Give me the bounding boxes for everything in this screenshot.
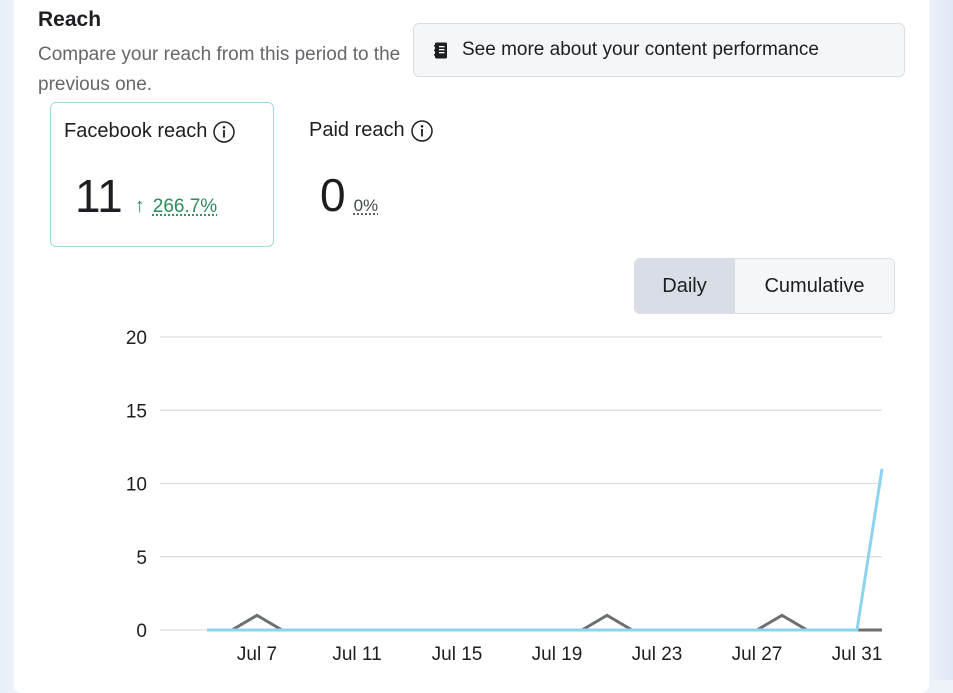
paid-reach-title: Paid reach	[309, 119, 405, 141]
reach-card	[14, 0, 929, 693]
facebook-reach-card[interactable]: Facebook reach 11 ↑ 266.7%	[50, 102, 274, 247]
window-right-edge	[929, 0, 953, 680]
facebook-reach-title: Facebook reach	[64, 120, 208, 142]
notebook-icon	[433, 41, 449, 59]
paid-reach-change[interactable]: 0%	[353, 196, 379, 215]
y-tick-label: 15	[126, 401, 147, 422]
y-tick-label: 0	[136, 621, 147, 642]
x-tick-label: Jul 23	[632, 644, 683, 665]
daily-toggle-button[interactable]: Daily	[635, 259, 735, 313]
facebook-reach-value: 11	[75, 170, 123, 222]
view-toggle: Daily Cumulative	[634, 258, 895, 314]
content-performance-button[interactable]: See more about your content performance	[413, 23, 905, 77]
current-period-series-line	[207, 468, 884, 632]
y-tick-label: 20	[126, 328, 147, 349]
y-tick-label: 10	[126, 475, 147, 496]
x-tick-label: Jul 11	[332, 644, 381, 665]
info-icon[interactable]	[213, 120, 236, 143]
info-icon[interactable]	[410, 119, 433, 142]
facebook-reach-change[interactable]: 266.7%	[152, 196, 218, 217]
content-performance-label: See more about your content performance	[462, 39, 819, 60]
previous-period-series-line	[207, 613, 882, 632]
x-tick-label: Jul 7	[237, 644, 277, 665]
y-tick-label: 5	[136, 548, 147, 569]
x-tick-label: Jul 19	[532, 644, 583, 665]
arrow-up-icon: ↑	[134, 195, 145, 217]
paid-reach-card[interactable]: Paid reach 0 0%	[296, 102, 496, 247]
x-tick-label: Jul 15	[432, 644, 483, 665]
section-title: Reach	[38, 8, 102, 31]
cumulative-toggle-button[interactable]: Cumulative	[735, 259, 894, 313]
x-tick-label: Jul 31	[832, 644, 883, 665]
section-subtitle: Compare your reach from this period to t…	[38, 44, 401, 95]
x-tick-label: Jul 27	[732, 644, 783, 665]
paid-reach-value: 0	[320, 169, 346, 221]
